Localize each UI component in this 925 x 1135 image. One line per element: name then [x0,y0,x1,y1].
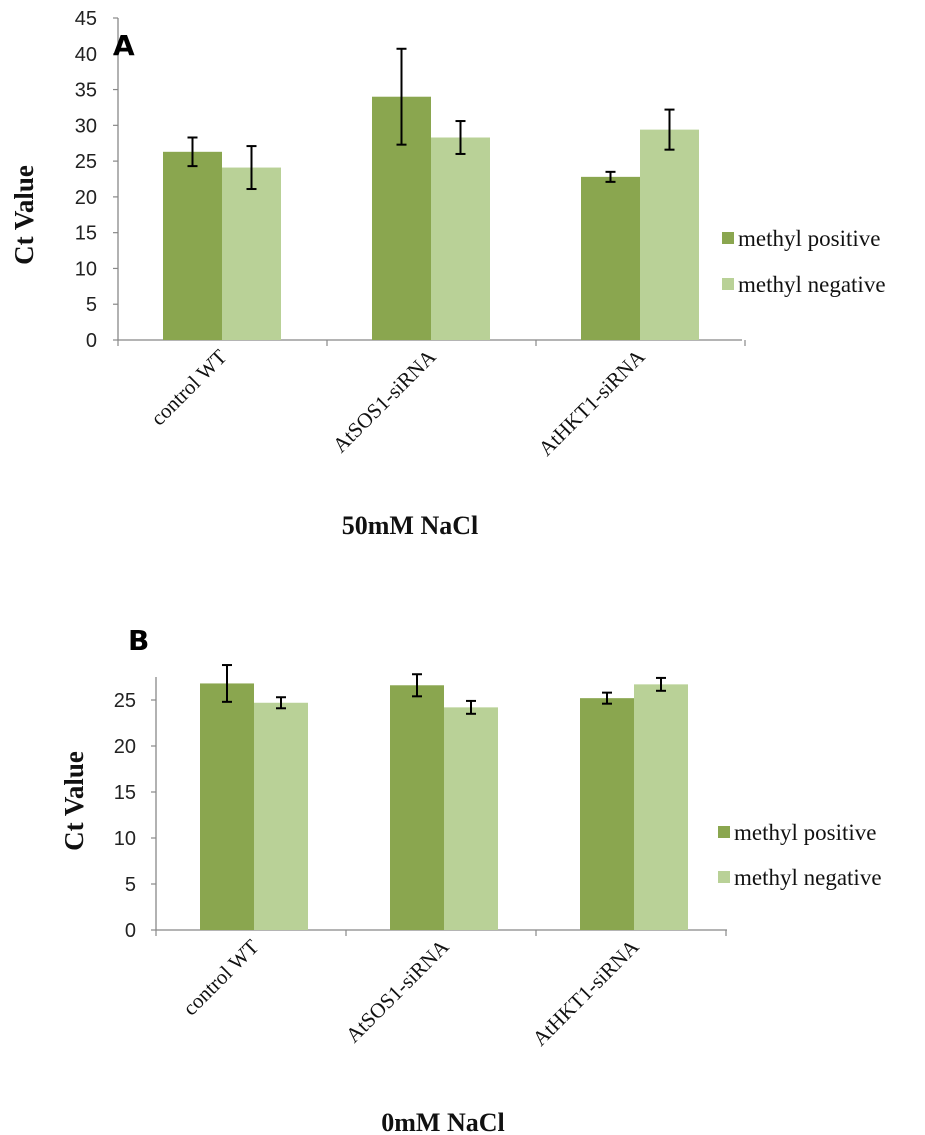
panel-b-y-tick-label: 10 [114,828,136,850]
panel-b-bar-methyl-negative [634,684,688,930]
panel-a-y-axis-title: Ct Value [9,165,39,265]
panel-b-bar-methyl-positive [200,683,254,930]
panel-b-legend-label-methyl-negative: methyl negative [734,865,882,890]
panel-a-y-tick-label: 40 [75,44,97,66]
panel-a-y-tick-label: 10 [75,258,97,280]
panel-b-legend-label-methyl-positive: methyl positive [734,820,876,845]
panel-a-bar-methyl-positive [581,176,640,340]
panel-b-bar-methyl-negative [444,707,498,930]
panel-b-y-tick-label: 20 [114,736,136,758]
panel-b-y-tick-label: 25 [114,690,136,712]
panel-a-y-tick-label: 5 [86,294,97,316]
panel-a-y-tick-label: 30 [75,115,97,137]
panel-a-label: A [113,29,135,62]
panel-b-y-tick-label: 5 [125,874,136,896]
panel-b-y-tick-label: 15 [114,782,136,804]
panel-b-y-tick-label: 0 [125,920,136,942]
panel-a-category-label: AtSOS1-siRNA [328,344,441,457]
panel-a-legend-swatch-methyl-positive [722,232,734,244]
panel-a-category-label: control WT [146,344,232,430]
panel-a-y-tick-label: 20 [75,187,97,209]
panel-a-y-tick-label: 15 [75,223,97,245]
panel-a-legend-label-methyl-positive: methyl positive [738,226,880,251]
panel-a-y-tick-label: 35 [75,80,97,102]
panel-a-category-label: AtHKT1-siRNA [534,344,651,461]
panel-b-category-label: control WT [178,934,264,1020]
panel-b-bar-methyl-positive [580,698,634,930]
panel-a-y-tick-label: 45 [75,8,97,30]
panel-a-x-axis-title: 50mM NaCl [342,511,478,540]
panel-b-legend-swatch-methyl-negative [718,871,730,883]
panel-b-bar-methyl-positive [390,685,444,930]
panel-b-legend-swatch-methyl-positive [718,826,730,838]
panel-a-legend-swatch-methyl-negative [722,278,734,290]
panel-b-category-label: AtSOS1-siRNA [341,934,454,1047]
panel-a-legend-label-methyl-negative: methyl negative [738,272,886,297]
panel-b-label: B [128,624,149,657]
panel-a-bar-methyl-negative [640,129,699,340]
panel-a-y-tick-label: 25 [75,151,97,173]
panel-a-bar-methyl-negative [431,137,490,340]
panel-a-bar-methyl-negative [222,167,281,340]
panel-b-category-label: AtHKT1-siRNA [528,934,645,1051]
panel-b-x-axis-title: 0mM NaCl [381,1108,504,1135]
panel-a-bar-methyl-positive [163,151,222,340]
panel-b-bar-methyl-negative [254,702,308,930]
panel-a-y-tick-label: 0 [86,330,97,352]
panel-b-y-axis-title: Ct Value [59,751,89,851]
